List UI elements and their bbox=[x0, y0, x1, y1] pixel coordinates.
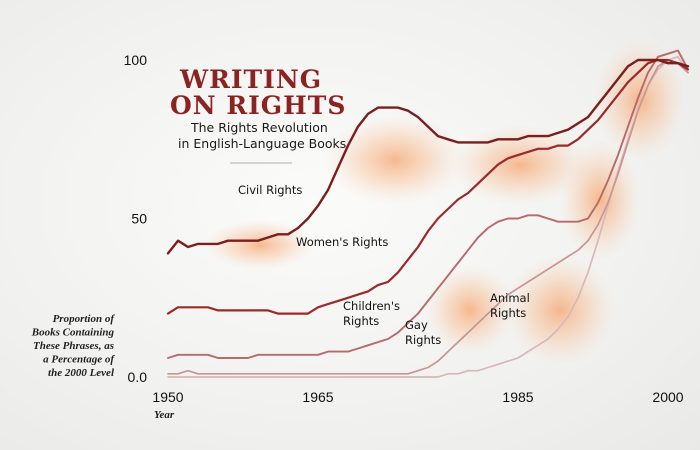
x-tick-label: 1965 bbox=[302, 389, 333, 405]
series-label-childrens-rights-1: Children's bbox=[343, 299, 400, 313]
glow-blob bbox=[450, 125, 590, 205]
series-line-children-s-rights bbox=[167, 49, 689, 359]
series-label-civil-rights: Civil Rights bbox=[238, 183, 302, 197]
series-label-animal-rights-2: Rights bbox=[490, 306, 526, 320]
series-line-gay-rights bbox=[167, 59, 689, 375]
glow-blob bbox=[425, 265, 515, 355]
y-axis-label-line: Books Containing bbox=[31, 327, 115, 339]
y-tick-label: 0.0 bbox=[128, 369, 148, 385]
glow-blob bbox=[205, 220, 315, 270]
chart-subtitle-line1: The Rights Revolution bbox=[190, 120, 328, 135]
y-tick-label: 50 bbox=[131, 211, 147, 227]
y-axis-label-line: Proportion of bbox=[53, 313, 116, 325]
y-tick-labels: 100 50 0.0 bbox=[124, 52, 148, 385]
glow-blob bbox=[595, 40, 685, 160]
x-tick-label: 2000 bbox=[652, 389, 683, 405]
y-axis-label-line: a Percentage of bbox=[43, 354, 115, 366]
series-line-women-s-rights bbox=[166, 58, 690, 315]
y-tick-label: 100 bbox=[124, 52, 148, 68]
series-line-civil-rights bbox=[166, 58, 690, 255]
series-label-womens-rights: Women's Rights bbox=[296, 235, 388, 249]
y-axis-label-line: These Phrases, as bbox=[33, 340, 114, 352]
series-line-animal-rights bbox=[167, 55, 689, 378]
series-lines bbox=[166, 49, 690, 378]
glow-blob bbox=[325, 115, 465, 205]
series-label-gay-rights-1: Gay bbox=[405, 318, 428, 332]
y-axis-label-line: the 2000 Level bbox=[48, 367, 115, 379]
glow-layer bbox=[205, 40, 685, 365]
x-tick-label: 1985 bbox=[502, 389, 533, 405]
glow-blob bbox=[505, 255, 615, 365]
x-tick-labels: 1950 1965 1985 2000 bbox=[152, 389, 683, 405]
series-label-childrens-rights-2: Rights bbox=[343, 314, 379, 328]
series-label-animal-rights-1: Animal bbox=[490, 291, 530, 305]
x-axis-label: Year bbox=[154, 409, 175, 421]
chart-title-line2: ON RIGHTS bbox=[170, 91, 346, 120]
chart-subtitle-line2: in English-Language Books bbox=[178, 136, 346, 151]
series-label-gay-rights-2: Rights bbox=[405, 333, 441, 347]
chart-title-line1: WRITING bbox=[179, 65, 322, 94]
x-tick-label: 1950 bbox=[152, 389, 183, 405]
